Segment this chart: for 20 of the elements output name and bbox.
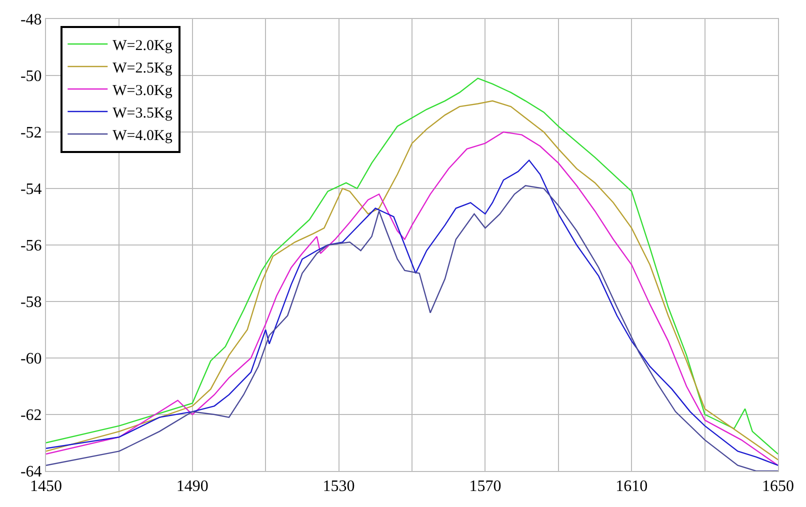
y-tick-label: -64 [20, 464, 42, 481]
legend-label: W=3.5Kg [112, 105, 173, 122]
x-tick-label: 1530 [322, 478, 355, 496]
x-tick-label: 1570 [469, 478, 502, 496]
y-tick-label: -48 [20, 12, 42, 29]
x-tick-label: 1450 [30, 478, 62, 496]
y-tick-label: -56 [20, 238, 42, 255]
y-tick-label: -58 [20, 294, 42, 312]
y-tick-label: -60 [20, 350, 42, 368]
x-tick-label: 1610 [616, 478, 648, 496]
legend-label: W=4.0Kg [112, 128, 173, 144]
y-tick-label: -62 [20, 407, 42, 424]
y-tick-label: -50 [20, 68, 42, 86]
legend-label: W=2.5Kg [112, 60, 173, 76]
legend-label: W=2.0Kg [112, 38, 173, 54]
x-tick-label: 1490 [176, 478, 208, 496]
y-tick-label: -54 [20, 181, 42, 198]
legend-label: W=3.0Kg [112, 82, 173, 99]
y-tick-label: -52 [20, 124, 42, 142]
x-tick-label: 1650 [762, 478, 794, 496]
